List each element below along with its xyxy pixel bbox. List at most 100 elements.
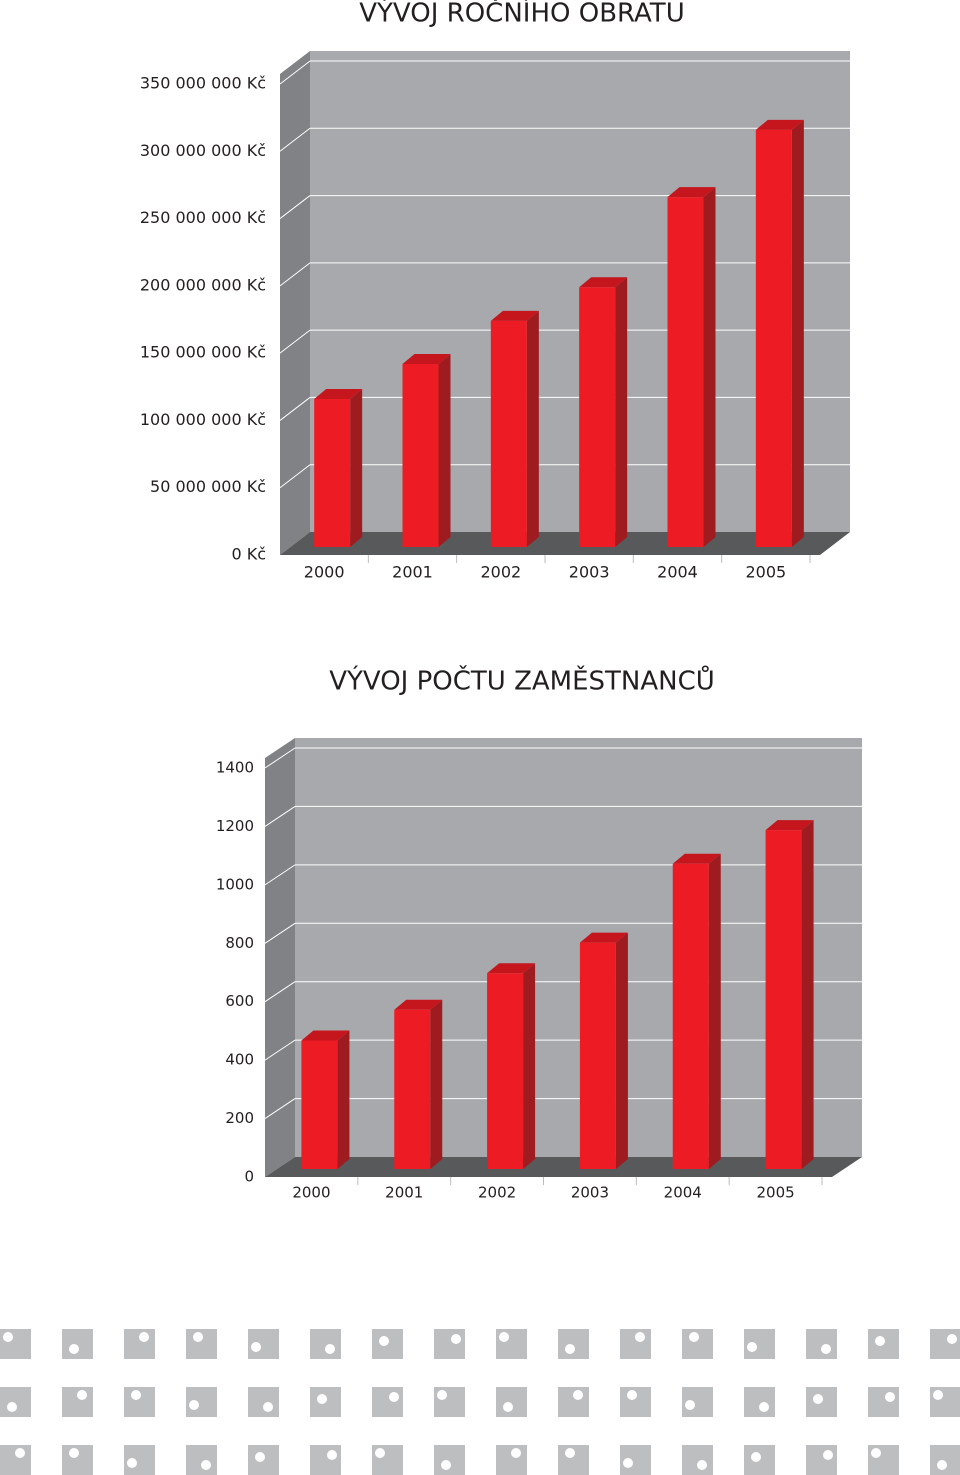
grid-line (264, 1098, 296, 1119)
x-tick-label: 2004 (657, 563, 698, 582)
y-tick-label: 600 (225, 992, 254, 1010)
pattern-dot (885, 1392, 895, 1402)
y-tick-label: 1400 (216, 759, 254, 777)
pattern-dot (751, 1452, 761, 1462)
pattern-dot (565, 1344, 575, 1354)
pattern-dot (15, 1448, 25, 1458)
bar-top (402, 353, 451, 364)
pattern-square (682, 1445, 713, 1475)
bar-side (350, 388, 363, 547)
pattern-dot (437, 1390, 447, 1400)
pattern-dot (933, 1390, 943, 1400)
side-wall (265, 738, 295, 1177)
pattern-dot (451, 1334, 461, 1344)
bar (765, 820, 814, 1169)
y-tick-label: 200 (225, 1109, 254, 1127)
y-tick-label: 350 000 000 Kč (140, 74, 266, 93)
bar-front (765, 830, 802, 1169)
bar-front (755, 129, 792, 548)
pattern-dot (759, 1402, 769, 1412)
pattern-dot (565, 1448, 575, 1458)
pattern-dot (697, 1460, 707, 1470)
bar (755, 119, 804, 548)
bar-side (438, 353, 451, 547)
x-tick-label: 2001 (392, 563, 433, 582)
pattern-square (62, 1387, 93, 1417)
bar-side (615, 277, 628, 547)
grid-line (279, 262, 311, 287)
bar-side (523, 963, 536, 1169)
grid-line (264, 981, 296, 1003)
pattern-dot (379, 1336, 389, 1346)
bar-front (579, 287, 616, 547)
pattern-dot (263, 1402, 273, 1412)
grid-line (264, 922, 296, 944)
pattern-dot (947, 1334, 957, 1344)
y-tick-label: 1000 (216, 875, 254, 893)
pattern-square (930, 1329, 960, 1359)
pattern-square (186, 1445, 217, 1475)
pattern-square (558, 1329, 589, 1359)
pattern-square (372, 1387, 403, 1417)
pattern-dot (127, 1458, 137, 1468)
pattern-square (496, 1387, 527, 1417)
x-tick-label: 2000 (304, 563, 345, 582)
y-tick-label: 0 (244, 1168, 254, 1186)
pattern-dot (821, 1344, 831, 1354)
pattern-square (124, 1329, 155, 1359)
bar-front (301, 1040, 338, 1169)
pattern-square (620, 1329, 651, 1359)
bar (301, 1030, 350, 1169)
bar-side (526, 310, 539, 547)
bar (490, 310, 539, 547)
x-tick-label: 2003 (569, 563, 610, 582)
pattern-dot (875, 1336, 885, 1346)
y-tick-label: 400 (225, 1051, 254, 1069)
pattern-square (434, 1445, 465, 1475)
pattern-dot (131, 1390, 141, 1400)
bar-top (765, 820, 814, 831)
pattern-dot (69, 1344, 79, 1354)
bar (394, 999, 443, 1169)
bar-top (579, 277, 628, 288)
pattern-dot (201, 1460, 211, 1470)
x-tick-label: 2000 (292, 1184, 330, 1202)
pattern-square (806, 1329, 837, 1359)
x-tick-label: 2003 (571, 1184, 609, 1202)
bar-side (615, 932, 628, 1169)
pattern-dot (685, 1400, 695, 1410)
grid-line (264, 747, 296, 769)
pattern-dot (389, 1392, 399, 1402)
bar-top (490, 310, 539, 321)
grid-line (279, 195, 311, 219)
pattern-dot (3, 1332, 13, 1342)
pattern-square (62, 1329, 93, 1359)
pattern-dot (623, 1458, 633, 1468)
side-wall (280, 51, 310, 555)
pattern-dot (503, 1402, 513, 1412)
pattern-square (868, 1387, 899, 1417)
pattern-dot (635, 1332, 645, 1342)
bar-side (708, 853, 721, 1169)
grid-line (279, 60, 311, 85)
bar-top (672, 853, 721, 864)
bar (579, 932, 628, 1169)
x-tick-label: 2005 (756, 1184, 794, 1202)
x-tick-label: 2005 (745, 563, 786, 582)
grid-line (264, 1039, 296, 1061)
pattern-square (558, 1387, 589, 1417)
pattern-dot (251, 1342, 261, 1352)
y-tick-label: 300 000 000 Kč (140, 141, 266, 160)
bar-side (430, 999, 443, 1169)
y-tick-label: 50 000 000 Kč (150, 477, 266, 496)
pattern-dot (77, 1390, 87, 1400)
pattern-dot (441, 1460, 451, 1470)
chart-title: VÝVOJ ROČNÍHO OBRATU (359, 0, 684, 29)
bar-front (487, 973, 524, 1169)
pattern-dot (375, 1448, 385, 1458)
bar-top (667, 187, 716, 198)
pattern-dot (871, 1448, 881, 1458)
bar-top (755, 119, 804, 130)
pattern-dot (937, 1460, 947, 1470)
